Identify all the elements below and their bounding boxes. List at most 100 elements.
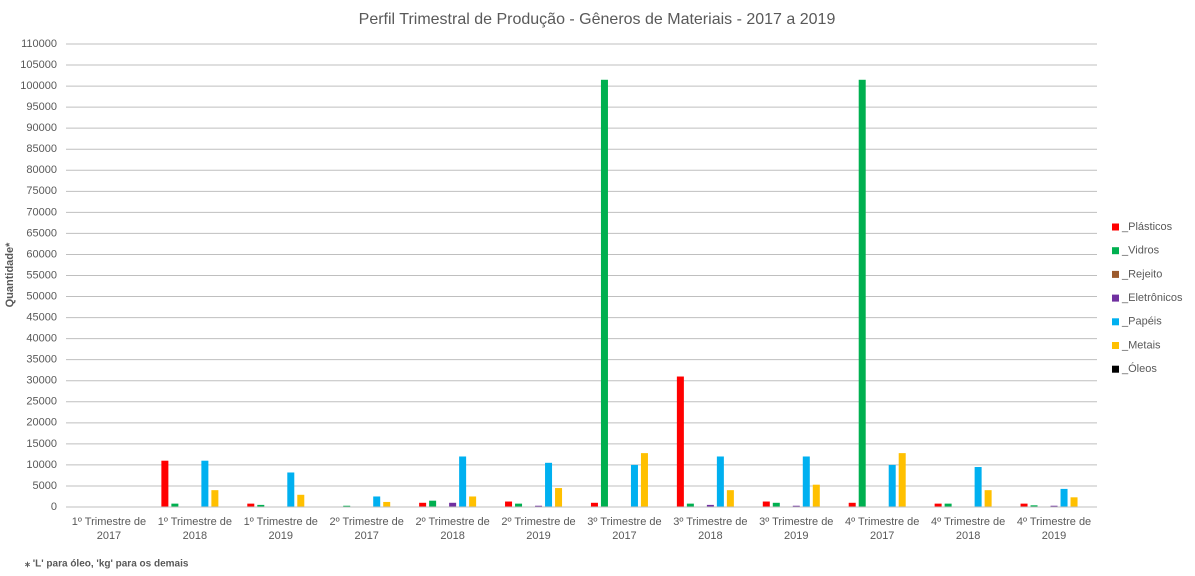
- bar: [1020, 503, 1028, 507]
- chart-title: Perfil Trimestral de Produção - Gêneros …: [359, 11, 836, 28]
- bar: [1070, 497, 1078, 507]
- x-tick-label: 4º Trimestre de 2017: [845, 516, 920, 542]
- y-tick-label: 30000: [26, 375, 57, 387]
- legend-swatch: [1112, 365, 1119, 373]
- x-tick-label: 3º Trimestre de 2018: [673, 516, 748, 542]
- y-tick-label: 10000: [26, 459, 57, 471]
- y-tick-label: 105000: [20, 59, 57, 71]
- y-tick-label: 25000: [26, 396, 57, 408]
- bar: [1060, 488, 1068, 507]
- x-tick-label: 2º Trimestre de 2019: [501, 516, 576, 542]
- legend-swatch: [1112, 247, 1119, 255]
- bar: [600, 79, 608, 507]
- bar: [383, 501, 391, 507]
- bar: [944, 503, 952, 507]
- bar: [459, 456, 467, 507]
- y-tick-label: 95000: [26, 101, 57, 113]
- legend-swatch: [1112, 270, 1119, 278]
- bar: [1030, 505, 1038, 507]
- legend-swatch: [1112, 342, 1119, 349]
- bar: [535, 505, 543, 507]
- legend-swatch: [1112, 318, 1119, 326]
- bar: [716, 456, 724, 507]
- bar: [858, 79, 866, 507]
- y-tick-label: 60000: [26, 248, 57, 260]
- legend-label: _Plásticos: [1121, 221, 1173, 233]
- legend-label: _Papéis: [1121, 316, 1162, 328]
- x-tick-label: 2º Trimestre de 2018: [415, 516, 490, 542]
- bar: [590, 502, 598, 507]
- bar: [201, 460, 209, 507]
- bar: [762, 501, 770, 507]
- x-tick-label: 4º Trimestre de 2018: [930, 516, 1006, 542]
- bar: [211, 490, 219, 507]
- bar: [898, 453, 906, 507]
- x-tick-label: 4º Trimestre de 2019: [1016, 516, 1092, 542]
- bar: [676, 376, 684, 507]
- bar: [555, 488, 563, 507]
- y-tick-label: 45000: [26, 311, 57, 323]
- bar: [706, 504, 714, 507]
- y-tick-label: 80000: [26, 164, 57, 176]
- x-tick-label: 1º Trimestre de 2018: [157, 516, 233, 542]
- y-axis-label: Quantidade*: [4, 242, 16, 308]
- bar: [449, 502, 457, 507]
- y-tick-label: 15000: [26, 438, 57, 450]
- bar: [934, 503, 942, 507]
- legend-label: _Vidros: [1121, 245, 1160, 257]
- bar: [686, 503, 694, 507]
- bar: [640, 453, 648, 507]
- bar: [247, 503, 255, 507]
- bar: [469, 496, 477, 507]
- bar: [515, 503, 523, 507]
- y-tick-label: 90000: [26, 122, 57, 134]
- y-tick-label: 70000: [26, 206, 57, 218]
- legend-label: _Metais: [1121, 339, 1161, 351]
- legend-label: _Eletrônicos: [1121, 292, 1183, 304]
- x-tick-label: 3º Trimestre de 2017: [587, 516, 662, 542]
- bar: [505, 501, 513, 507]
- bar: [848, 502, 856, 507]
- y-tick-label: 85000: [26, 143, 57, 155]
- y-tick-label: 110000: [21, 38, 57, 50]
- x-tick-label: 3º Trimestre de 2019: [759, 516, 834, 542]
- legend-swatch: [1112, 223, 1119, 231]
- y-tick-label: 40000: [26, 333, 57, 345]
- bar: [429, 500, 437, 507]
- y-tick-label: 50000: [26, 290, 57, 302]
- bar: [297, 494, 305, 507]
- bar: [171, 503, 179, 507]
- bar: [888, 464, 896, 507]
- y-tick-label: 20000: [26, 417, 57, 429]
- x-tick-label: 1º Trimestre de 2017: [71, 516, 147, 542]
- legend-label: _Óleos: [1121, 362, 1157, 375]
- bar: [812, 484, 820, 507]
- bar: [373, 496, 381, 507]
- y-tick-label: 5000: [33, 480, 57, 492]
- y-tick-label: 0: [51, 501, 57, 513]
- legend-label: _Rejeito: [1121, 268, 1162, 280]
- bar: [161, 460, 169, 507]
- bar: [802, 456, 810, 507]
- bar: [287, 472, 295, 507]
- bar: [772, 502, 780, 507]
- bar: [792, 505, 800, 507]
- bar: [257, 504, 265, 507]
- x-tick-label: 1º Trimestre de 2019: [243, 516, 318, 542]
- bar: [545, 462, 553, 507]
- footnote: ⁎ 'L' para óleo, 'kg' para os demais: [25, 559, 189, 570]
- bar: [984, 490, 992, 507]
- y-tick-label: 100000: [20, 80, 57, 92]
- bar: [343, 505, 351, 507]
- bar: [726, 490, 734, 507]
- bar: [1050, 505, 1058, 507]
- y-tick-label: 65000: [26, 227, 57, 239]
- bar: [630, 464, 638, 507]
- bar: [974, 467, 982, 507]
- legend-swatch: [1112, 294, 1119, 302]
- x-tick-label: 2º Trimestre de 2017: [329, 516, 404, 542]
- y-tick-label: 75000: [26, 185, 57, 197]
- y-tick-label: 55000: [26, 269, 57, 281]
